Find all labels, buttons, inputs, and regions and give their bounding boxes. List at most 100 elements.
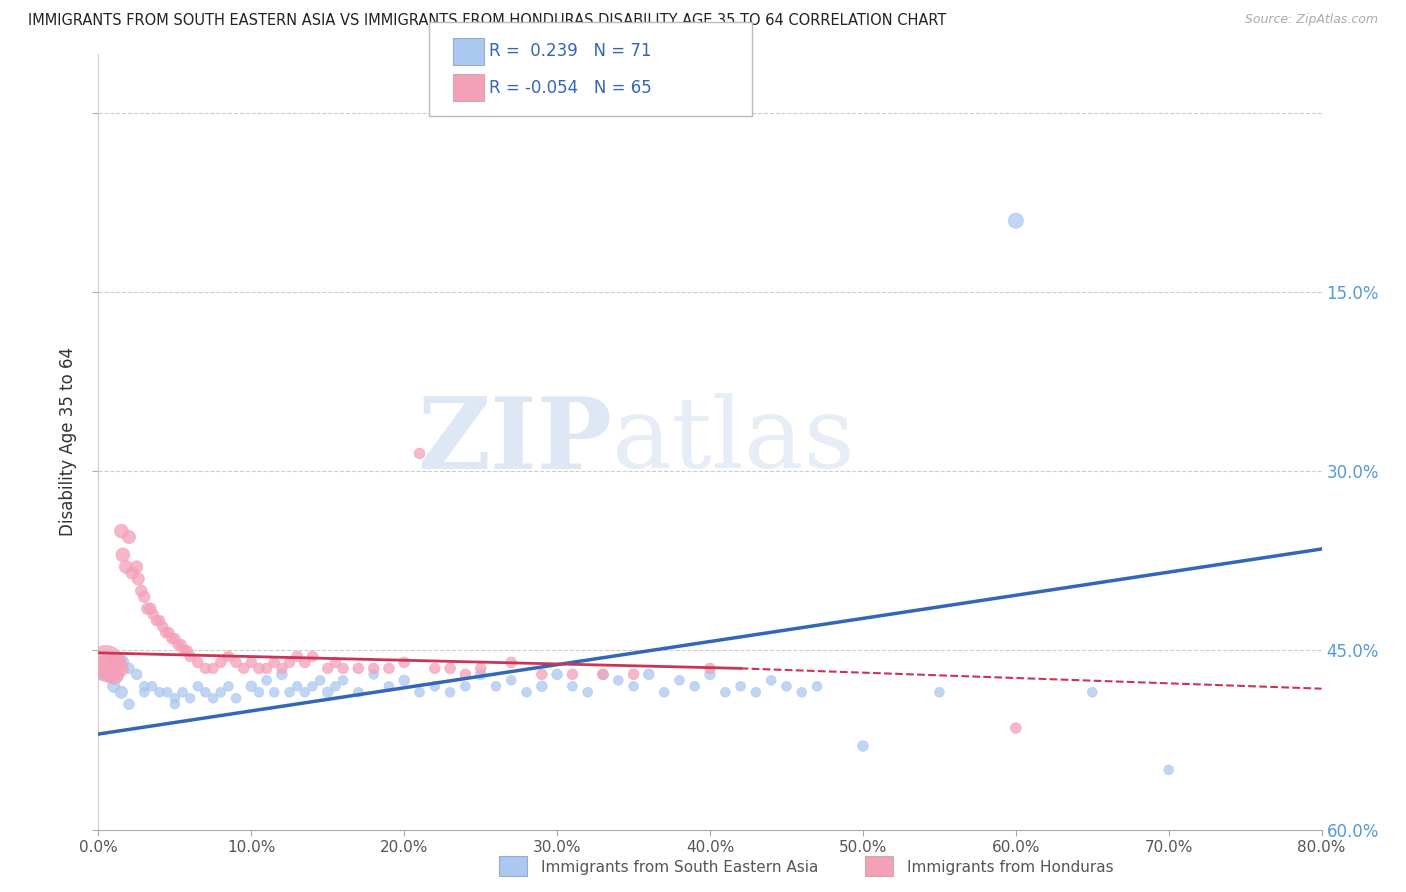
Point: [118, 530, 141, 544]
Point: [103, 679, 125, 693]
Point: [316, 661, 339, 675]
Point: [163, 632, 186, 646]
Point: [176, 643, 198, 657]
Point: [142, 607, 165, 622]
Point: [592, 667, 614, 681]
Point: [134, 679, 156, 693]
Point: [285, 679, 308, 693]
Point: [378, 661, 401, 675]
Point: [179, 649, 201, 664]
Point: [316, 685, 339, 699]
Point: [301, 649, 323, 664]
Point: [152, 619, 174, 633]
Point: [263, 656, 285, 670]
Point: [172, 685, 194, 699]
Point: [1004, 721, 1026, 735]
Point: [187, 656, 209, 670]
Point: [278, 685, 301, 699]
Point: [115, 560, 138, 574]
Point: [94, 661, 117, 675]
Point: [187, 679, 209, 693]
Point: [637, 667, 661, 681]
Text: ZIP: ZIP: [418, 393, 612, 490]
Point: [652, 685, 675, 699]
Point: [202, 661, 225, 675]
Point: [163, 697, 186, 711]
Point: [129, 583, 152, 598]
Point: [623, 679, 645, 693]
Point: [110, 524, 132, 538]
Point: [294, 685, 316, 699]
Point: [301, 679, 323, 693]
Point: [225, 656, 247, 670]
Point: [623, 667, 645, 681]
Point: [852, 739, 875, 753]
Point: [714, 685, 737, 699]
Point: [156, 685, 179, 699]
Point: [111, 548, 134, 562]
Point: [247, 685, 270, 699]
Point: [408, 446, 430, 460]
Point: [194, 685, 217, 699]
Point: [530, 679, 553, 693]
Point: [423, 661, 446, 675]
Point: [217, 679, 239, 693]
Point: [408, 685, 430, 699]
Point: [530, 667, 553, 681]
Point: [240, 656, 263, 670]
Point: [470, 661, 492, 675]
Point: [136, 601, 159, 615]
Point: [806, 679, 828, 693]
Point: [347, 685, 370, 699]
Point: [270, 667, 292, 681]
Point: [699, 667, 721, 681]
Point: [225, 691, 247, 706]
Point: [439, 661, 461, 675]
Point: [363, 667, 385, 681]
Point: [561, 667, 583, 681]
Point: [149, 685, 172, 699]
Point: [155, 625, 177, 640]
Point: [160, 632, 183, 646]
Point: [392, 673, 416, 688]
Point: [256, 661, 278, 675]
Point: [263, 685, 285, 699]
Point: [285, 649, 308, 664]
Point: [94, 656, 117, 670]
Point: [194, 661, 217, 675]
Point: [105, 656, 128, 670]
Point: [145, 614, 167, 628]
Point: [125, 667, 148, 681]
Point: [240, 679, 263, 693]
Point: [217, 649, 239, 664]
Point: [209, 656, 232, 670]
Point: [309, 673, 332, 688]
Point: [790, 685, 813, 699]
Point: [110, 656, 132, 670]
Point: [121, 566, 143, 580]
Point: [163, 691, 186, 706]
Point: [576, 685, 599, 699]
Point: [561, 679, 583, 693]
Point: [110, 685, 132, 699]
Point: [730, 679, 752, 693]
Point: [607, 673, 630, 688]
Point: [332, 673, 354, 688]
Point: [485, 679, 508, 693]
Point: [1157, 763, 1180, 777]
Point: [103, 667, 125, 681]
Point: [1081, 685, 1104, 699]
Point: [683, 679, 706, 693]
Point: [127, 572, 149, 586]
Point: [775, 679, 797, 693]
Point: [141, 679, 163, 693]
Point: [668, 673, 690, 688]
Point: [118, 661, 141, 675]
Point: [454, 667, 477, 681]
Text: Source: ZipAtlas.com: Source: ZipAtlas.com: [1244, 13, 1378, 27]
Point: [134, 685, 156, 699]
Point: [118, 697, 141, 711]
Point: [232, 661, 254, 675]
Point: [247, 661, 270, 675]
Point: [454, 679, 477, 693]
